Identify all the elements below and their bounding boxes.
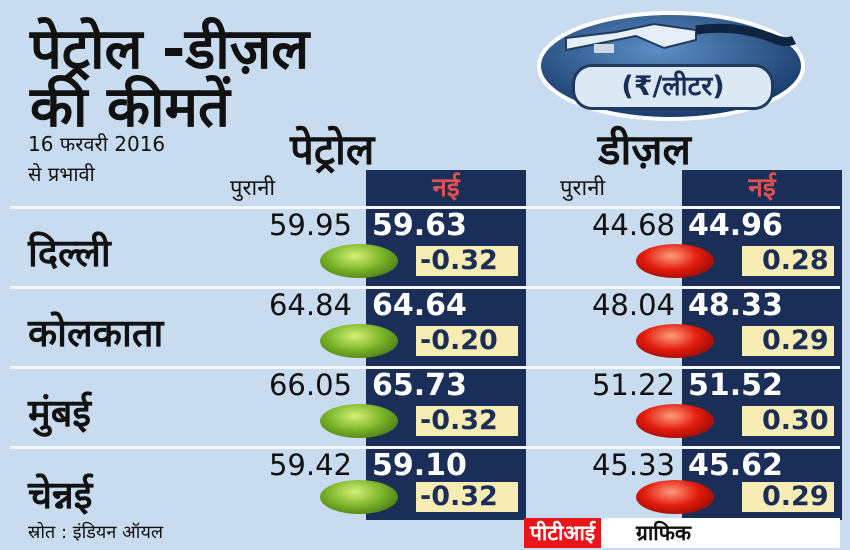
- diesel-heading: डीज़ल: [598, 125, 691, 174]
- effective-date: 16 फरवरी 2016: [28, 132, 166, 156]
- petrol-heading: पेट्रोल: [290, 125, 375, 174]
- city-delhi: दिल्ली: [28, 231, 111, 275]
- petrol-change-mumbai: -0.32: [420, 405, 498, 436]
- decrease-arrow-icon: [320, 244, 398, 278]
- diesel-new-chennai: 45.62: [688, 448, 783, 483]
- diesel-change-chennai: 0.29: [762, 481, 829, 512]
- petrol-old-delhi: 59.95: [268, 208, 352, 242]
- diesel-change-box: [742, 326, 834, 356]
- city-mumbai: मुंबई: [28, 391, 92, 435]
- credit-label: ग्राफिक: [636, 521, 692, 545]
- diesel-change-box: [742, 406, 834, 436]
- petrol-change-box: [416, 406, 518, 436]
- petrol-new-header: नई: [366, 170, 526, 206]
- petrol-old-kolkata: 64.84: [268, 288, 352, 322]
- diesel-change-box: [742, 246, 834, 276]
- decrease-arrow-icon: [320, 480, 398, 514]
- petrol-new-chennai: 59.10: [372, 448, 467, 483]
- city-kolkata: कोलकाता: [28, 311, 164, 355]
- diesel-old-header: पुरानी: [560, 176, 606, 201]
- row-separator: [10, 206, 840, 209]
- pump-badge: (₹/लीटर): [536, 10, 806, 122]
- petrol-change-delhi: -0.32: [420, 245, 498, 276]
- petrol-new-kolkata: 64.64: [372, 288, 467, 323]
- unit-badge: (₹/लीटर): [572, 64, 774, 110]
- decrease-arrow-icon: [320, 324, 398, 358]
- petrol-change-chennai: -0.32: [420, 481, 498, 512]
- increase-arrow-icon: [636, 244, 714, 278]
- title-line-2: की कीमतें: [30, 75, 230, 140]
- petrol-change-box: [416, 482, 518, 512]
- petrol-new-delhi: 59.63: [372, 208, 467, 243]
- petrol-new-mumbai: 65.73: [372, 368, 467, 403]
- diesel-old-kolkata: 48.04: [591, 288, 675, 322]
- diesel-new-mumbai: 51.52: [688, 368, 783, 403]
- row-separator: [10, 286, 840, 289]
- petrol-old-mumbai: 66.05: [268, 368, 352, 402]
- credit-box: पीटीआई ग्राफिक: [524, 518, 840, 548]
- diesel-change-kolkata: 0.29: [762, 325, 829, 356]
- diesel-old-chennai: 45.33: [591, 448, 675, 482]
- row-separator: [10, 446, 840, 449]
- petrol-change-box: [416, 246, 518, 276]
- diesel-change-mumbai: 0.30: [762, 405, 829, 436]
- diesel-old-mumbai: 51.22: [591, 368, 675, 402]
- increase-arrow-icon: [636, 324, 714, 358]
- diesel-change-box: [742, 482, 834, 512]
- effective-label: से प्रभावी: [28, 162, 95, 186]
- title-line-1: पेट्रोल -डीज़ल: [30, 17, 310, 82]
- diesel-new-delhi: 44.96: [688, 208, 783, 243]
- diesel-change-delhi: 0.28: [762, 245, 829, 276]
- petrol-change-kolkata: -0.20: [420, 325, 498, 356]
- diesel-new-header: नई: [682, 170, 842, 206]
- diesel-new-kolkata: 48.33: [688, 288, 783, 323]
- credit-brand: पीटीआई: [524, 518, 602, 548]
- decrease-arrow-icon: [320, 404, 398, 438]
- row-separator: [10, 366, 840, 369]
- increase-arrow-icon: [636, 480, 714, 514]
- city-chennai: चेन्नई: [28, 473, 93, 517]
- petrol-change-box: [416, 326, 518, 356]
- petrol-old-header: पुरानी: [230, 176, 276, 201]
- diesel-old-delhi: 44.68: [591, 208, 675, 242]
- petrol-old-chennai: 59.42: [268, 448, 352, 482]
- increase-arrow-icon: [636, 404, 714, 438]
- source-note: स्रोत : इंडियन ऑयल: [28, 522, 164, 543]
